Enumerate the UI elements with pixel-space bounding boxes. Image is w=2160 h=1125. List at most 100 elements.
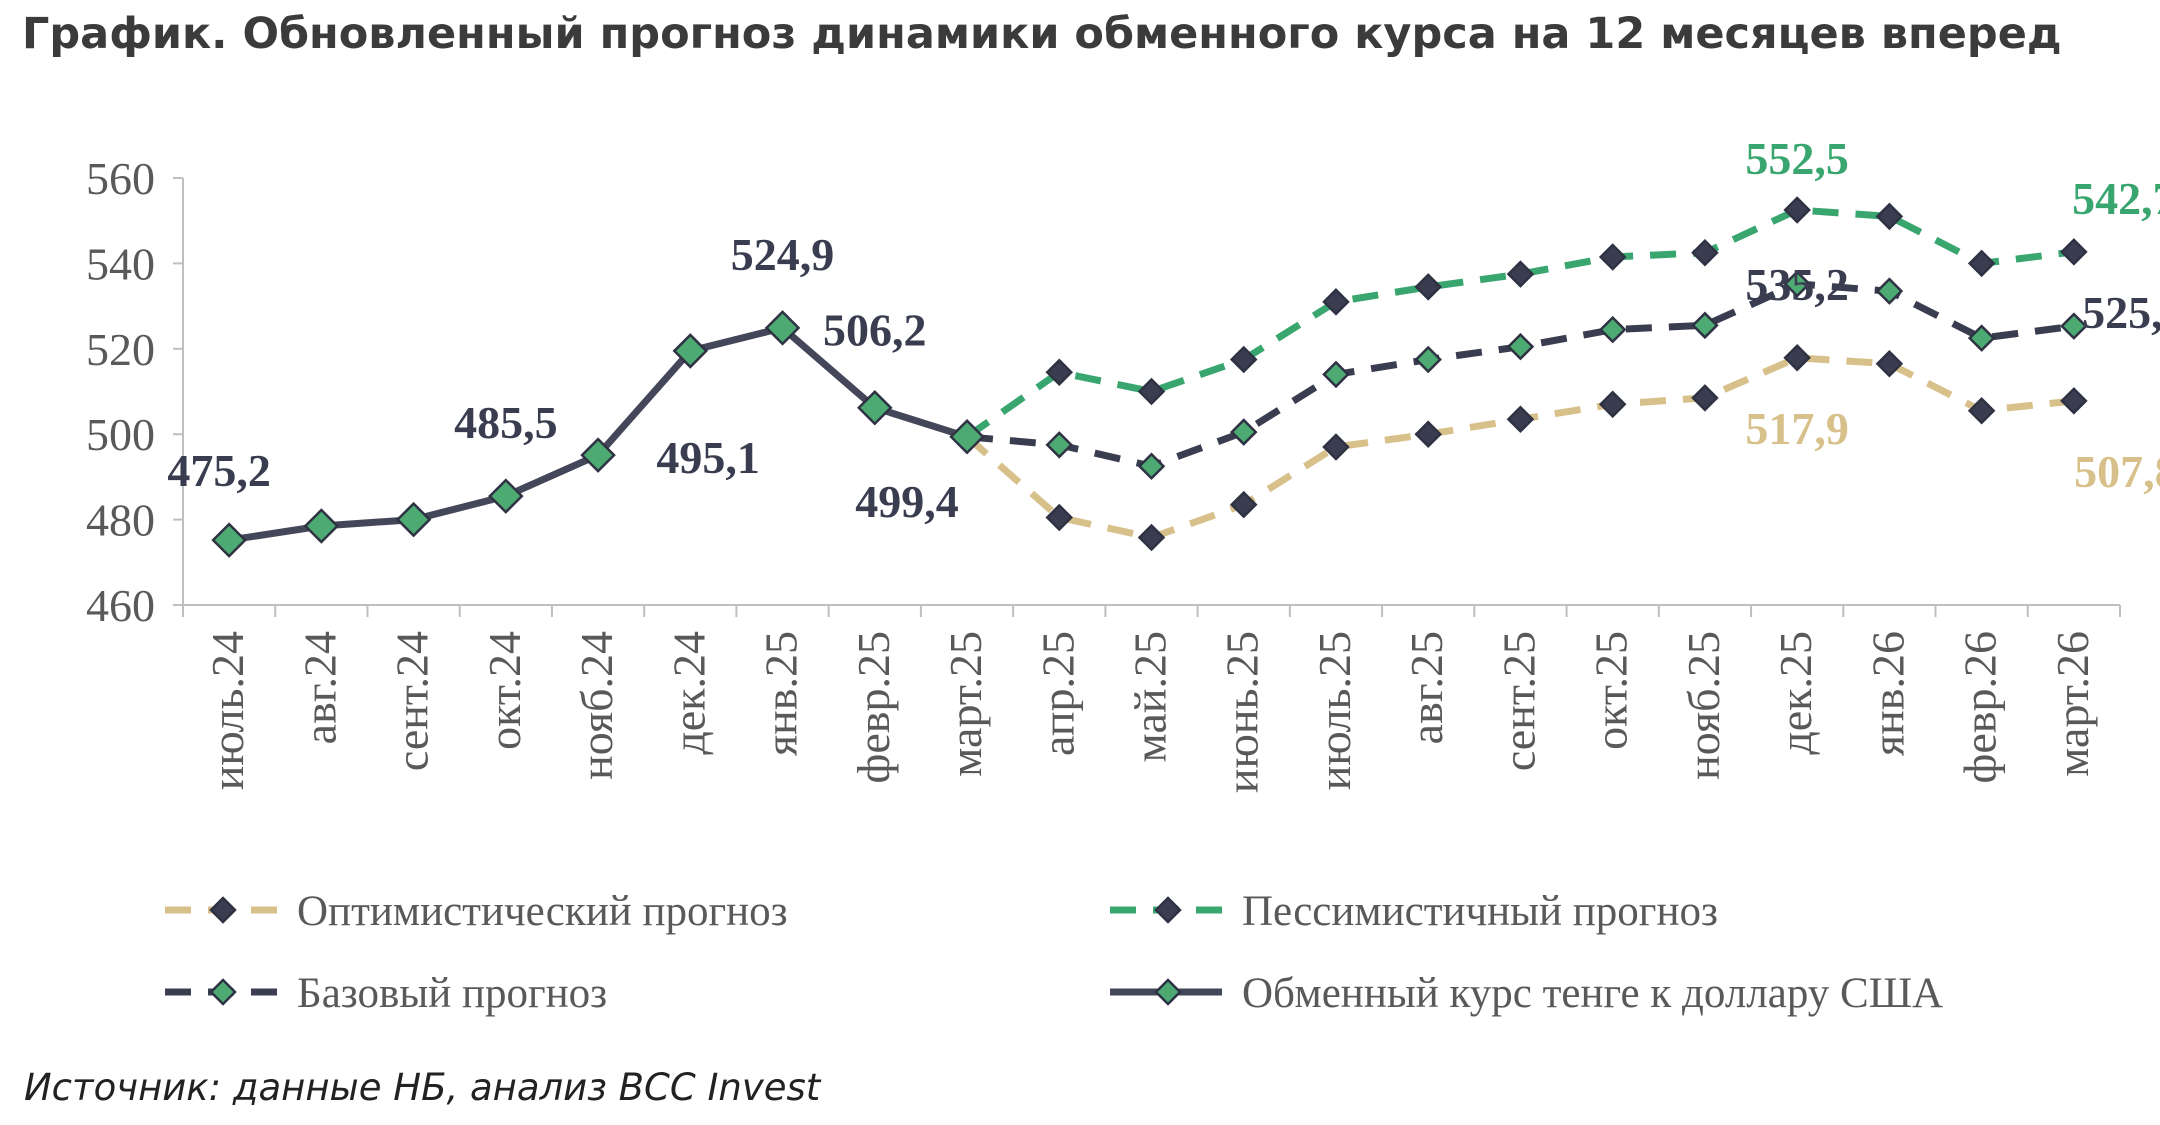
legend-item-base: Базовый прогноз bbox=[165, 970, 607, 1017]
data-point-actual bbox=[488, 478, 524, 514]
data-point-actual bbox=[211, 522, 247, 558]
series-line-pessimistic bbox=[964, 206, 2075, 440]
data-point-optimistic bbox=[1967, 396, 1996, 425]
data-point-pessimistic bbox=[1783, 196, 1811, 224]
x-tick-label: нояб.24 bbox=[571, 631, 622, 780]
source-note: Источник: данные НБ, анализ BCC Invest bbox=[24, 1066, 821, 1109]
chart-legend: Оптимистический прогноз Пессимистичный пр… bbox=[165, 888, 1943, 1017]
exchange-rate-chart: 460 480 500 520 540 560 июль.24 авг.24 сент.24 ок… bbox=[86, 133, 2160, 1017]
data-point-pessimistic bbox=[1229, 345, 1258, 374]
data-point-pessimistic bbox=[1967, 249, 1996, 278]
data-label-optimistic: 517,9 bbox=[1745, 403, 1849, 454]
y-tick-label: 540 bbox=[86, 238, 155, 289]
data-point-base bbox=[1875, 277, 1904, 305]
x-tick-label: нояб.25 bbox=[1678, 631, 1729, 780]
y-tick-label: 520 bbox=[86, 324, 155, 375]
data-point-optimistic bbox=[1783, 343, 1811, 372]
chart-axes: 460 480 500 520 540 560 июль.24 авг.24 сент.24 ок… bbox=[86, 153, 2121, 793]
legend-marker-actual bbox=[1154, 978, 1182, 1006]
data-point-optimistic bbox=[1229, 490, 1258, 519]
legend-label-base: Базовый прогноз bbox=[297, 970, 607, 1017]
data-label-pessimistic: 542,7 bbox=[2072, 173, 2160, 224]
data-point-pessimistic bbox=[1322, 288, 1350, 316]
data-label-base: 525,3 bbox=[2082, 287, 2160, 338]
data-point-actual bbox=[764, 310, 801, 346]
x-tick-label: июль.25 bbox=[1309, 631, 1360, 790]
legend-label-actual: Обменный курс тенге к доллару США bbox=[1242, 970, 1943, 1017]
legend-marker-pessimistic bbox=[1154, 896, 1182, 924]
data-point-optimistic bbox=[1137, 523, 1166, 552]
legend-label-optimistic: Оптимистический прогноз bbox=[297, 888, 788, 935]
x-tick-label: дек.25 bbox=[1770, 631, 1821, 755]
data-point-actual bbox=[580, 437, 616, 473]
data-point-pessimistic bbox=[1691, 238, 1719, 267]
legend-item-pessimistic: Пессимистичный прогноз bbox=[1110, 888, 1718, 935]
data-point-optimistic bbox=[2060, 387, 2088, 415]
x-tick-label: янв.25 bbox=[756, 631, 807, 756]
y-tick-label: 500 bbox=[86, 409, 155, 460]
legend-marker-optimistic bbox=[209, 896, 237, 924]
data-point-base bbox=[1137, 452, 1166, 480]
x-tick-label: дек.24 bbox=[663, 631, 714, 755]
data-point-actual bbox=[949, 418, 985, 455]
data-point-base bbox=[1506, 332, 1535, 361]
legend-item-actual: Обменный курс тенге к доллару США bbox=[1110, 970, 1943, 1017]
data-point-base bbox=[1229, 418, 1258, 446]
data-label-actual: 495,1 bbox=[656, 432, 760, 483]
data-point-pessimistic bbox=[1875, 202, 1904, 231]
data-point-base bbox=[1967, 324, 1996, 352]
data-point-base bbox=[1691, 311, 1719, 340]
data-point-optimistic bbox=[1414, 420, 1442, 448]
x-tick-label: март.25 bbox=[940, 631, 991, 777]
x-tick-label: май.25 bbox=[1125, 631, 1176, 762]
data-point-base bbox=[1045, 431, 1074, 459]
data-point-optimistic bbox=[1045, 503, 1074, 532]
data-label-actual: 475,2 bbox=[167, 445, 271, 496]
data-label-actual: 524,9 bbox=[731, 229, 835, 280]
x-tick-label: июль.24 bbox=[202, 631, 253, 790]
x-tick-label: март.26 bbox=[2047, 631, 2098, 777]
data-label-base: 535,2 bbox=[1745, 259, 1849, 310]
data-point-actual bbox=[395, 501, 432, 538]
x-tick-label: сент.24 bbox=[387, 631, 438, 771]
y-tick-label: 560 bbox=[86, 153, 155, 204]
data-point-base bbox=[1783, 270, 1811, 298]
data-point-actual bbox=[303, 508, 340, 544]
data-point-pessimistic bbox=[1598, 243, 1627, 271]
x-tick-label: авг.25 bbox=[1401, 631, 1452, 744]
data-point-pessimistic bbox=[1137, 377, 1166, 406]
x-tick-label: авг.24 bbox=[294, 631, 345, 744]
data-point-base bbox=[2060, 312, 2088, 340]
x-tick-label: апр.25 bbox=[1032, 631, 1083, 756]
x-tick-label: окт.25 bbox=[1586, 631, 1637, 750]
data-label-pessimistic: 552,5 bbox=[1745, 133, 1849, 184]
data-label-actual: 506,2 bbox=[823, 305, 927, 356]
data-point-pessimistic bbox=[1414, 273, 1442, 301]
data-point-pessimistic bbox=[1045, 358, 1074, 387]
chart-data-labels: 475,2 485,5 495,1 524,9 506,2 499,4 552,5 542,7… bbox=[167, 133, 2160, 527]
data-point-actual bbox=[857, 389, 893, 426]
x-tick-label: сент.25 bbox=[1493, 631, 1544, 771]
data-point-base bbox=[1598, 315, 1627, 344]
x-tick-label: окт.24 bbox=[479, 631, 530, 750]
y-tick-label: 460 bbox=[86, 580, 155, 631]
chart-title: График. Обновленный прогноз динамики обм… bbox=[22, 9, 2062, 59]
data-point-optimistic bbox=[1322, 433, 1350, 461]
data-point-base bbox=[1414, 345, 1442, 374]
data-point-pessimistic bbox=[1506, 260, 1535, 288]
x-tick-label: июнь.25 bbox=[1217, 631, 1268, 793]
data-label-actual: 485,5 bbox=[454, 397, 558, 448]
data-point-optimistic bbox=[1691, 384, 1719, 412]
legend-label-pessimistic: Пессимистичный прогноз bbox=[1242, 888, 1718, 935]
legend-item-optimistic: Оптимистический прогноз bbox=[165, 888, 788, 935]
data-point-base bbox=[1322, 360, 1350, 389]
data-label-actual: 499,4 bbox=[855, 476, 959, 527]
x-tick-label: янв.26 bbox=[1862, 631, 1913, 756]
data-point-actual bbox=[672, 333, 709, 369]
y-tick-label: 480 bbox=[86, 495, 155, 546]
data-point-optimistic bbox=[1506, 405, 1535, 434]
x-tick-label: февр.25 bbox=[848, 631, 899, 783]
chart-markers bbox=[211, 196, 2088, 558]
data-point-optimistic bbox=[1875, 349, 1904, 378]
data-point-optimistic bbox=[1598, 390, 1627, 419]
